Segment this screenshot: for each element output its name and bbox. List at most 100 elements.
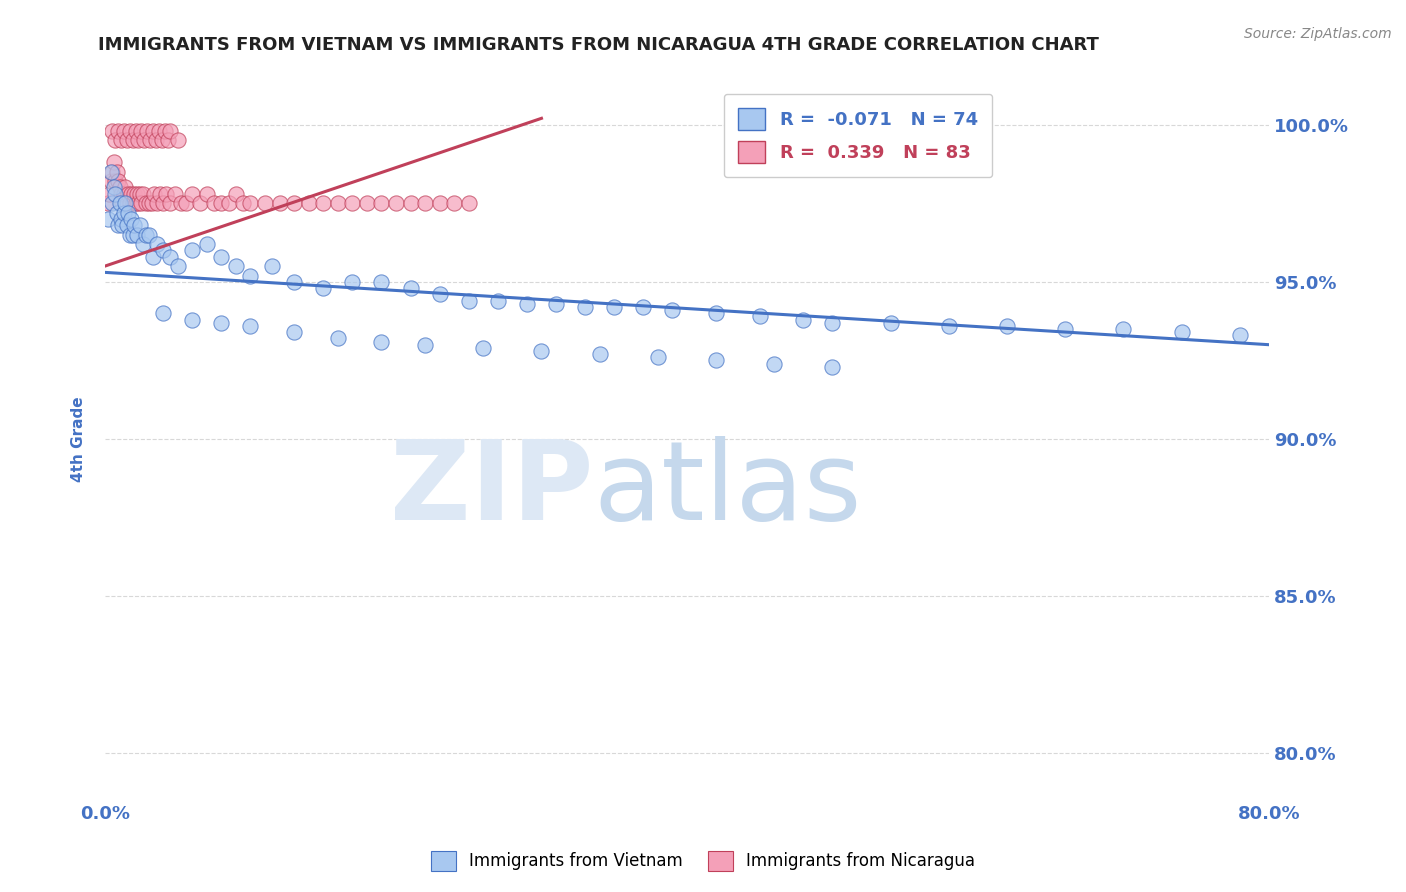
Point: [115, 218, 138, 232]
Y-axis label: 4th Grade: 4th Grade: [72, 396, 86, 482]
Point: [472, 341, 495, 355]
Point: [104, 186, 127, 201]
Point: [131, 124, 153, 138]
Point: [138, 196, 160, 211]
Point: [239, 196, 262, 211]
Point: [112, 186, 135, 201]
Point: [370, 196, 392, 211]
Point: [169, 196, 191, 211]
Point: [209, 250, 232, 264]
Point: [122, 218, 145, 232]
Point: [370, 334, 392, 349]
Point: [121, 196, 143, 211]
Point: [118, 124, 141, 138]
Point: [1170, 325, 1192, 339]
Point: [127, 133, 149, 147]
Point: [120, 211, 142, 226]
Point: [413, 196, 436, 211]
Point: [104, 133, 127, 147]
Point: [149, 186, 172, 201]
Point: [111, 218, 134, 232]
Point: [516, 297, 538, 311]
Point: [152, 244, 174, 258]
Point: [342, 196, 364, 211]
Point: [129, 186, 152, 201]
Point: [120, 186, 142, 201]
Point: [589, 347, 612, 361]
Point: [1054, 322, 1077, 336]
Text: ZIP: ZIP: [391, 436, 593, 543]
Point: [135, 196, 157, 211]
Point: [821, 359, 844, 374]
Point: [129, 218, 152, 232]
Point: [146, 196, 169, 211]
Point: [254, 196, 277, 211]
Point: [457, 196, 479, 211]
Point: [98, 186, 121, 201]
Text: Source: ZipAtlas.com: Source: ZipAtlas.com: [1244, 27, 1392, 41]
Point: [103, 155, 125, 169]
Point: [166, 259, 188, 273]
Point: [225, 186, 247, 201]
Point: [574, 300, 596, 314]
Point: [101, 165, 124, 179]
Point: [115, 133, 138, 147]
Point: [132, 237, 155, 252]
Point: [146, 237, 169, 252]
Point: [105, 205, 128, 219]
Point: [101, 196, 124, 211]
Point: [385, 196, 408, 211]
Point: [104, 174, 127, 188]
Point: [117, 205, 139, 219]
Point: [138, 227, 160, 242]
Point: [181, 244, 204, 258]
Point: [457, 293, 479, 308]
Point: [145, 133, 167, 147]
Point: [114, 180, 136, 194]
Point: [283, 196, 305, 211]
Point: [326, 331, 349, 345]
Point: [132, 186, 155, 201]
Point: [283, 325, 305, 339]
Point: [118, 227, 141, 242]
Point: [125, 227, 148, 242]
Point: [326, 196, 349, 211]
Legend: Immigrants from Vietnam, Immigrants from Nicaragua: Immigrants from Vietnam, Immigrants from…: [422, 842, 984, 880]
Point: [603, 300, 626, 314]
Point: [97, 196, 120, 211]
Point: [342, 275, 364, 289]
Point: [139, 133, 162, 147]
Point: [544, 297, 567, 311]
Point: [103, 180, 125, 194]
Point: [704, 306, 727, 320]
Point: [181, 186, 204, 201]
Point: [153, 124, 176, 138]
Point: [117, 186, 139, 201]
Point: [399, 196, 422, 211]
Point: [125, 186, 148, 201]
Point: [704, 353, 727, 368]
Point: [142, 124, 165, 138]
Point: [181, 312, 204, 326]
Point: [122, 186, 145, 201]
Point: [218, 196, 240, 211]
Point: [110, 186, 132, 201]
Point: [159, 196, 181, 211]
Point: [262, 259, 284, 273]
Point: [312, 281, 335, 295]
Point: [107, 124, 129, 138]
Point: [156, 133, 179, 147]
Point: [135, 227, 157, 242]
Point: [127, 196, 149, 211]
Point: [152, 196, 174, 211]
Point: [413, 337, 436, 351]
Point: [166, 133, 188, 147]
Point: [105, 165, 128, 179]
Point: [209, 316, 232, 330]
Point: [370, 275, 392, 289]
Point: [101, 124, 124, 138]
Legend: R =  -0.071   N = 74, R =  0.339   N = 83: R = -0.071 N = 74, R = 0.339 N = 83: [724, 94, 993, 178]
Point: [150, 133, 173, 147]
Point: [108, 196, 131, 211]
Point: [121, 133, 143, 147]
